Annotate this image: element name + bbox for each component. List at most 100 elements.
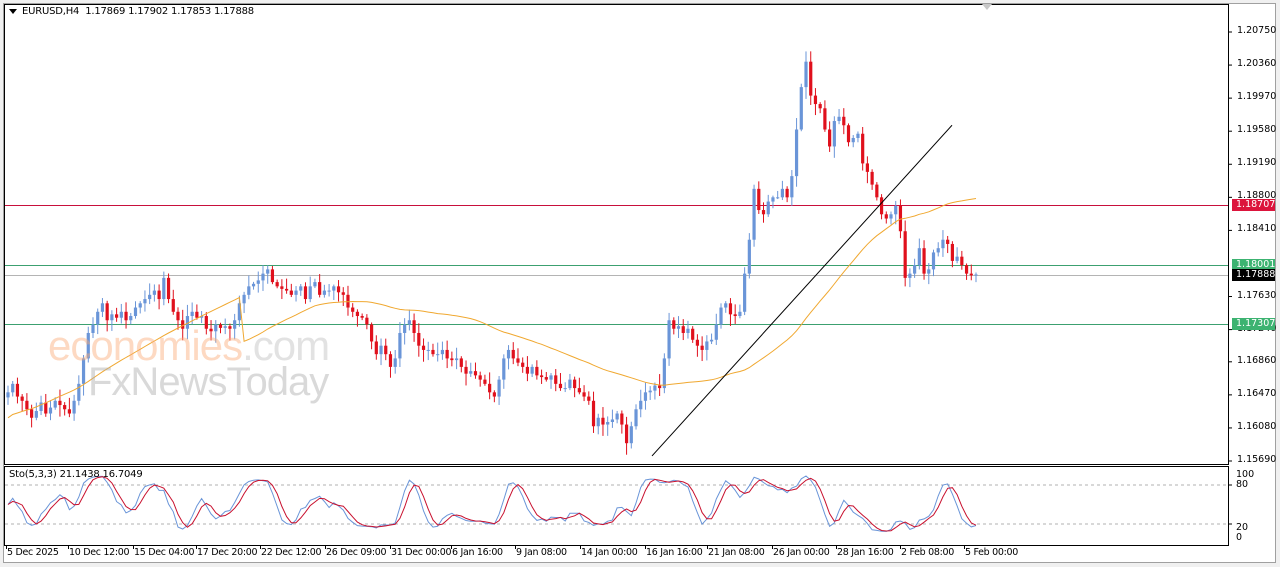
candle-body xyxy=(133,307,138,317)
candle-body xyxy=(846,125,851,143)
dropdown-triangle-icon[interactable] xyxy=(9,8,17,14)
candle-body xyxy=(374,341,378,355)
candle-body xyxy=(761,210,766,215)
candle-body xyxy=(261,273,265,281)
candle-body xyxy=(828,129,832,147)
candle-body xyxy=(506,349,511,359)
price-label: 1.20360 xyxy=(1237,58,1277,70)
candle-body xyxy=(6,392,10,398)
candle-body xyxy=(620,413,624,425)
candle-body xyxy=(794,129,799,177)
candle-body xyxy=(388,354,393,367)
candle-body xyxy=(530,366,534,374)
candle-body xyxy=(955,256,959,261)
candle-body xyxy=(242,294,246,304)
candle-body xyxy=(280,286,284,289)
candle-body xyxy=(251,283,256,287)
candle-body xyxy=(488,383,492,393)
time-label: 6 Jan 16:00 xyxy=(452,547,503,558)
candle-body xyxy=(237,303,241,321)
candle-body xyxy=(483,379,487,384)
candle-body xyxy=(747,239,751,274)
candle-body xyxy=(318,282,322,295)
candle-body xyxy=(577,388,581,393)
candle-body xyxy=(86,332,90,359)
candle-body xyxy=(554,375,558,384)
candle-body xyxy=(568,379,572,389)
candle-body xyxy=(931,252,936,270)
stochastic-level-label: 100 xyxy=(1236,469,1255,480)
candle-body xyxy=(639,400,643,410)
time-label: 16 Jan 16:00 xyxy=(646,547,703,558)
candle-body xyxy=(634,409,638,427)
candle-body xyxy=(166,277,171,300)
candle-body xyxy=(950,243,954,261)
candle-body xyxy=(148,294,152,300)
candle-body xyxy=(629,426,633,444)
candle-body xyxy=(842,116,846,126)
time-label: 10 Dec 12:00 xyxy=(69,547,130,558)
candle-body xyxy=(34,410,38,418)
candle-body xyxy=(436,354,440,356)
candle-body xyxy=(322,290,326,295)
chart-canvas[interactable] xyxy=(3,3,1276,563)
candle-body xyxy=(672,320,676,329)
candle-body xyxy=(360,316,364,318)
candle-body xyxy=(492,392,496,397)
candle-body xyxy=(110,314,114,321)
candle-body xyxy=(724,303,728,308)
candle-body xyxy=(662,358,666,389)
candle-body xyxy=(440,349,445,355)
candle-body xyxy=(790,176,794,198)
watermark-economies: economies.com xyxy=(48,322,330,369)
candle-body xyxy=(894,205,898,215)
candle-body xyxy=(11,383,15,393)
stochastic-level-label: 0 xyxy=(1236,532,1243,543)
candle-body xyxy=(115,314,119,318)
candle-body xyxy=(785,188,789,198)
candle-body xyxy=(502,358,506,380)
price-label: 1.18800 xyxy=(1237,190,1277,202)
candle-body xyxy=(393,358,397,367)
candle-body xyxy=(20,396,24,401)
stochastic-pane-border xyxy=(4,466,1229,546)
candle-body xyxy=(209,328,213,332)
candle-body xyxy=(48,407,53,414)
shift-marker-icon[interactable] xyxy=(982,4,992,10)
candle-body xyxy=(119,311,123,318)
candle-body xyxy=(63,405,67,410)
candle-body xyxy=(832,121,836,147)
candle-body xyxy=(733,314,737,317)
candle-body xyxy=(81,358,86,384)
candle-body xyxy=(823,108,827,130)
candle-body xyxy=(497,379,501,397)
candle-body xyxy=(927,269,931,274)
candle-body xyxy=(39,402,43,411)
candle-body xyxy=(719,307,723,325)
candle-body xyxy=(72,400,76,414)
moving-average-line xyxy=(7,198,977,419)
price-label: 1.16080 xyxy=(1237,420,1277,432)
candle-body xyxy=(313,282,317,287)
candle-body xyxy=(728,303,733,315)
candle-body xyxy=(450,358,454,361)
candle-body xyxy=(563,388,567,390)
stochastic-level-label: 20 xyxy=(1236,522,1249,533)
candle-body xyxy=(417,332,421,346)
candle-body xyxy=(275,282,279,287)
candle-body xyxy=(459,358,463,367)
candle-body xyxy=(403,324,407,333)
candle-body xyxy=(464,366,468,374)
current-price-tag: 1.17888 xyxy=(1232,268,1275,281)
candle-body xyxy=(100,303,105,312)
candle-body xyxy=(606,422,610,425)
candle-body xyxy=(766,201,770,215)
candle-body xyxy=(908,273,912,278)
candle-body xyxy=(573,379,577,389)
candle-body xyxy=(152,290,156,295)
candle-body xyxy=(407,320,411,325)
candle-body xyxy=(473,371,478,376)
candle-body xyxy=(431,349,435,355)
time-label: 5 Dec 2025 xyxy=(7,547,59,558)
